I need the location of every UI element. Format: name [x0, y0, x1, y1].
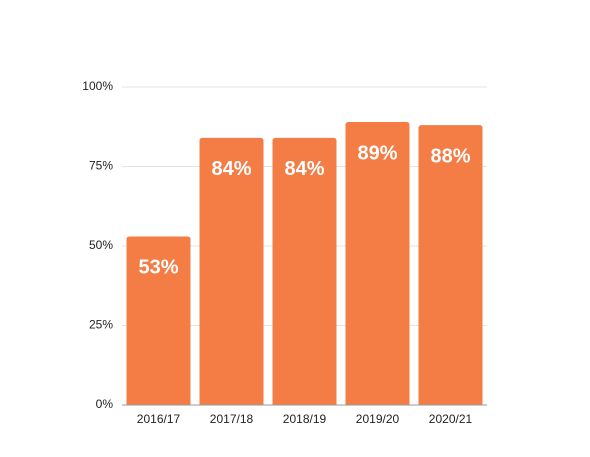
y-tick-label: 100%	[82, 79, 113, 93]
value-label: 84%	[284, 158, 324, 180]
x-tick-label: 2017/18	[210, 412, 254, 426]
bar	[418, 125, 483, 405]
y-tick-label: 25%	[89, 318, 113, 332]
bar	[345, 121, 410, 405]
x-tick-label: 2018/19	[283, 412, 327, 426]
value-label: 89%	[357, 142, 397, 164]
y-tick-label: 50%	[89, 238, 113, 252]
bar	[199, 137, 264, 405]
y-tick-label: 0%	[96, 397, 114, 411]
value-label: 53%	[138, 257, 178, 279]
value-label: 84%	[211, 158, 251, 180]
x-tick-label: 2016/17	[137, 412, 181, 426]
value-label: 88%	[430, 145, 470, 167]
bar	[272, 137, 337, 405]
x-tick-label: 2019/20	[356, 412, 400, 426]
x-tick-label: 2020/21	[429, 412, 473, 426]
y-tick-label: 75%	[89, 159, 113, 173]
bar	[126, 236, 191, 405]
